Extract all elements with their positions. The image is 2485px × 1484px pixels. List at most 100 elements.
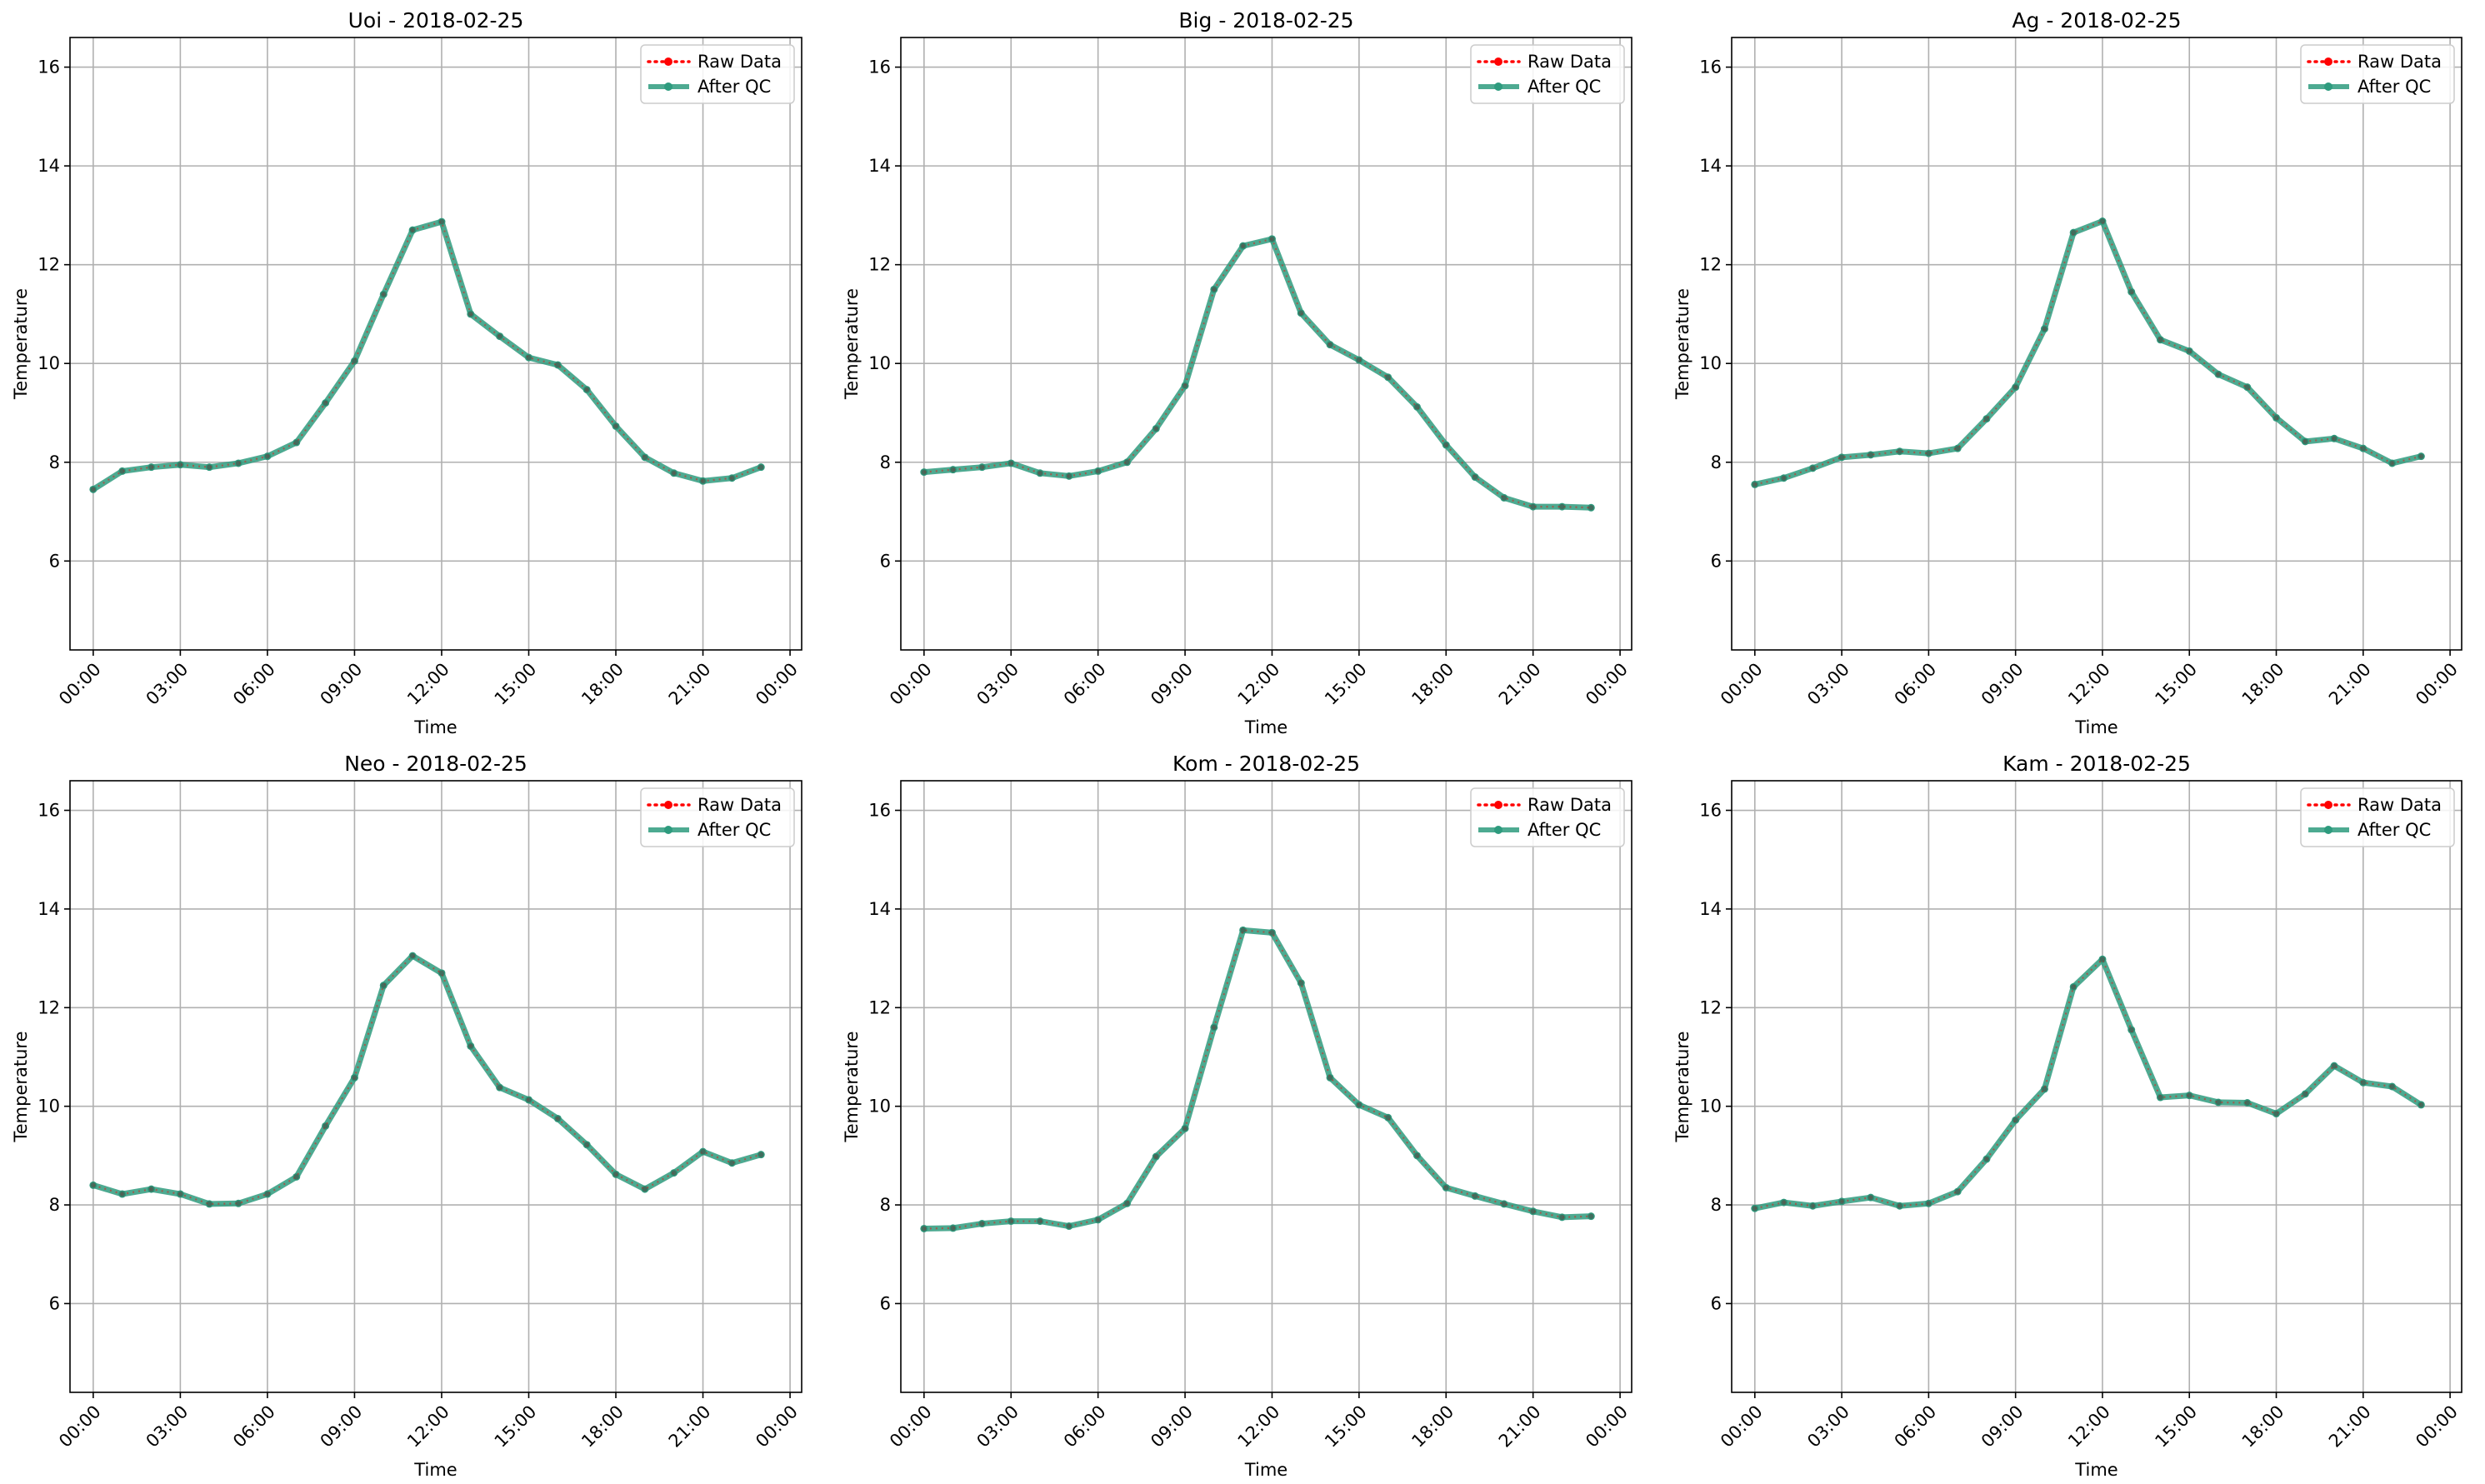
chart-title: Uoi - 2018-02-25 <box>348 8 524 32</box>
x-tick-label: 03:00 <box>972 659 1022 709</box>
x-tick-label: 03:00 <box>142 659 192 709</box>
x-tick-label: 15:00 <box>1321 659 1371 709</box>
y-tick-label: 6 <box>880 551 891 571</box>
raw-data-point <box>1588 505 1594 511</box>
raw-data-point <box>90 487 97 492</box>
series-line-after-qc <box>1754 218 2422 487</box>
raw-data-point <box>1414 404 1420 410</box>
raw-data-point <box>2215 372 2222 377</box>
legend-raw-marker <box>2324 57 2332 66</box>
raw-data-point <box>1926 450 1932 457</box>
raw-data-point <box>583 387 590 392</box>
y-axis-label: Temperature <box>11 288 31 400</box>
raw-data-point <box>1472 1193 1478 1199</box>
legend-raw-marker <box>1494 801 1502 809</box>
plot-frame <box>900 780 1632 1393</box>
raw-data-point <box>1182 1126 1188 1132</box>
raw-data-point <box>1530 1208 1536 1214</box>
legend-label-after-qc: After QC <box>1528 77 1601 97</box>
raw-data-point <box>1356 357 1362 363</box>
x-tick-label: 15:00 <box>1321 1402 1371 1452</box>
x-tick-label: 00:00 <box>1717 1402 1767 1452</box>
x-axis-label: Time <box>2074 717 2118 737</box>
legend: Raw Data After QC <box>2300 787 2455 847</box>
raw-data-point <box>1066 473 1072 479</box>
series-line-raw-data <box>92 954 762 1205</box>
y-tick-label: 6 <box>1711 551 1722 571</box>
raw-data-point <box>1298 310 1304 316</box>
raw-data-point <box>1211 1024 1218 1031</box>
legend-label-after-qc: After QC <box>2358 77 2431 97</box>
raw-data-point <box>671 1170 677 1176</box>
raw-data-point <box>322 1123 328 1129</box>
raw-data-point <box>2389 1083 2395 1090</box>
raw-data-point <box>178 462 183 467</box>
legend-qc-marker <box>1494 826 1502 834</box>
subplot-2: 6 8 10 12 14 16 00:00 03:00 06:00 09:00 12:00 15:00… <box>842 8 1632 737</box>
legend-label-raw-data: Raw Data <box>2358 795 2442 815</box>
raw-data-point <box>1414 1152 1420 1159</box>
raw-data-point <box>526 1097 532 1103</box>
raw-data-point <box>526 354 532 361</box>
raw-data-point <box>497 1084 502 1091</box>
raw-data-point <box>1327 1075 1333 1081</box>
plot-frame <box>1731 780 2462 1393</box>
raw-data-point <box>729 475 735 481</box>
x-tick-label: 12:00 <box>403 659 453 709</box>
x-tick-label: 03:00 <box>972 1402 1022 1452</box>
raw-data-point <box>2042 1086 2048 1092</box>
legend-qc-marker <box>664 826 672 834</box>
raw-data-point <box>1781 1199 1787 1206</box>
x-axis-label: Time <box>413 1460 457 1480</box>
raw-data-point <box>1008 1218 1014 1224</box>
raw-data-point <box>2070 229 2077 236</box>
x-tick-label: 03:00 <box>142 1402 192 1452</box>
raw-data-point <box>583 1142 590 1148</box>
raw-data-point <box>979 1221 985 1227</box>
raw-data-point <box>1810 465 1816 472</box>
raw-data-point <box>90 1182 97 1188</box>
y-tick-label: 6 <box>49 551 60 571</box>
raw-data-point <box>1124 459 1130 465</box>
y-tick-label: 6 <box>1711 1293 1722 1313</box>
x-tick-label: 21:00 <box>665 659 715 709</box>
raw-data-point <box>1472 474 1478 480</box>
raw-data-point <box>1954 1188 1961 1195</box>
raw-data-point <box>2070 984 2077 990</box>
raw-data-point <box>1385 1115 1391 1121</box>
x-tick-label: 12:00 <box>1234 659 1284 709</box>
y-axis-label: Temperature <box>1672 288 1692 400</box>
y-tick-label: 16 <box>38 801 60 821</box>
raw-data-point <box>1443 442 1449 448</box>
raw-data-point <box>1897 1203 1902 1209</box>
x-tick-label: 00:00 <box>2412 659 2462 709</box>
y-tick-label: 16 <box>38 57 60 77</box>
raw-data-point <box>2302 438 2308 445</box>
y-tick-label: 14 <box>38 156 60 176</box>
y-tick-label: 14 <box>1699 156 1722 176</box>
y-tick-label: 12 <box>38 255 60 275</box>
legend-qc-marker <box>1494 82 1502 91</box>
x-tick-label: 21:00 <box>1495 1402 1545 1452</box>
legend-label-raw-data: Raw Data <box>698 52 782 72</box>
x-tick-label: 18:00 <box>1408 659 1458 709</box>
raw-data-point <box>207 464 212 470</box>
raw-data-point <box>148 464 154 470</box>
legend: Raw Data After QC <box>640 44 795 104</box>
x-tick-label: 12:00 <box>1234 1402 1284 1452</box>
raw-data-point <box>381 982 387 988</box>
y-tick-label: 14 <box>868 899 891 919</box>
raw-data-point <box>642 1186 648 1192</box>
raw-data-point <box>758 464 764 470</box>
x-axis-label: Time <box>1244 1460 1288 1480</box>
x-axis-label: Time <box>2074 1460 2118 1480</box>
raw-data-point <box>438 970 445 977</box>
x-tick-label: 09:00 <box>1978 1402 2028 1452</box>
raw-data-point <box>671 470 677 476</box>
raw-data-point <box>2418 453 2424 459</box>
series-line-after-qc <box>923 236 1592 511</box>
raw-data-point <box>352 1075 358 1081</box>
raw-data-point <box>1781 475 1787 481</box>
plot-frame <box>69 780 802 1393</box>
